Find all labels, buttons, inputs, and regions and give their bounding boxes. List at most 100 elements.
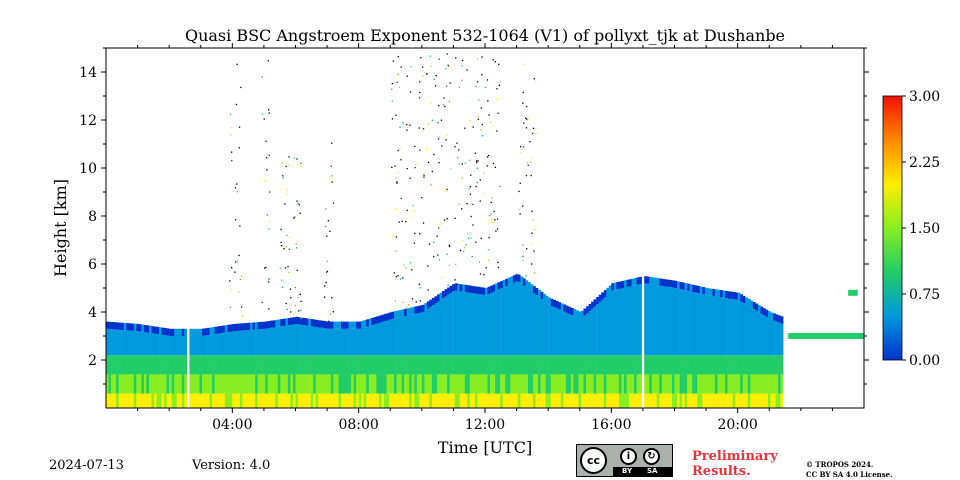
layer-cell [282, 393, 286, 408]
layer-cell [717, 296, 721, 356]
plume-speck [450, 168, 452, 170]
layer-cell [121, 393, 124, 408]
layer-cell [570, 308, 574, 316]
layer-cell [245, 393, 248, 408]
layer-cell [616, 393, 620, 408]
layer-cell [495, 374, 498, 394]
layer-cell [224, 355, 228, 375]
plume-speck [296, 269, 298, 271]
layer-cell [712, 355, 716, 375]
layer-cell [424, 355, 428, 375]
layer-cell [674, 374, 678, 394]
layer-cell [649, 374, 652, 394]
layer-cell [472, 355, 476, 375]
layer-cell [437, 294, 440, 302]
layer-cell [452, 393, 455, 408]
layer-cell [136, 393, 140, 408]
layer-cell [328, 355, 332, 375]
layer-cell [348, 374, 352, 394]
y-tick-label: 4 [88, 305, 97, 321]
plume-speck [286, 234, 288, 236]
layer-cell [229, 331, 233, 356]
plume-speck [532, 219, 534, 221]
plume-speck [406, 75, 408, 77]
copyright-line-1: © TROPOS 2024. [806, 460, 874, 469]
plume-speck [478, 99, 480, 101]
layer-cell [123, 355, 127, 375]
layer-cell [467, 393, 471, 408]
layer-cell [704, 355, 708, 375]
layer-cell [692, 374, 695, 394]
layer-cell [444, 393, 448, 408]
layer-cell [679, 374, 683, 394]
layer-cell [457, 374, 460, 394]
plume-speck [497, 266, 500, 269]
plume-speck [298, 310, 300, 312]
plume-speck [281, 162, 284, 164]
by-person-icon: i [620, 448, 637, 465]
plume-speck [471, 255, 473, 258]
layer-cell [755, 355, 759, 375]
layer-cell [237, 393, 241, 408]
layer-cell [674, 393, 678, 408]
layer-cell [608, 285, 612, 293]
layer-cell [308, 374, 311, 394]
layer-cell [487, 294, 491, 356]
layer-cell [242, 393, 246, 408]
layer-cell [464, 374, 468, 394]
layer-cell [505, 278, 508, 286]
layer-cell [720, 393, 723, 408]
layer-cell [570, 315, 574, 356]
plume-speck [328, 320, 330, 322]
layer-cell [702, 393, 706, 408]
layer-cell [752, 309, 756, 356]
layer-cell [335, 328, 339, 356]
layer-cell [762, 393, 766, 408]
layer-cell [699, 293, 703, 356]
layer-cell [171, 393, 175, 408]
layer-cell [510, 355, 514, 375]
layer-cell [525, 355, 529, 375]
layer-cell [323, 374, 327, 394]
layer-cell [540, 393, 544, 408]
layer-cell [161, 355, 165, 375]
plume-speck [293, 157, 295, 159]
layer-cell [277, 326, 281, 356]
layer-cell [394, 374, 397, 394]
plume-speck [526, 118, 528, 120]
layer-cell [591, 301, 594, 309]
layer-cell [386, 355, 390, 375]
layer-cell [555, 374, 559, 394]
layer-cell [699, 355, 703, 375]
cc-license-badge[interactable]: cc i ↻ BY SA [576, 444, 673, 477]
layer-cell [485, 374, 488, 394]
plume-speck [413, 210, 416, 212]
plume-speck [415, 301, 417, 303]
plume-speck [406, 168, 408, 170]
plume-speck [411, 298, 414, 300]
layer-cell [651, 393, 655, 408]
layer-cell [250, 374, 253, 394]
layer-cell [570, 393, 574, 408]
layer-cell [234, 374, 238, 394]
layer-cell [154, 393, 157, 408]
layer-cell [399, 355, 402, 375]
layer-cell [459, 374, 463, 394]
plume-speck [427, 161, 430, 163]
layer-cell [419, 374, 423, 394]
layer-cell [765, 355, 769, 375]
layer-cell [222, 355, 225, 375]
plume-speck [446, 134, 448, 136]
layer-cell [106, 374, 109, 394]
layer-cell [409, 393, 412, 408]
layer-cell [363, 393, 367, 408]
plume-speck [401, 220, 403, 222]
layer-cell [457, 393, 460, 408]
layer-cell [702, 294, 706, 356]
layer-cell [166, 355, 170, 375]
layer-cell [280, 393, 284, 408]
layer-cell [133, 355, 137, 375]
layer-cell [704, 374, 708, 394]
layer-cell [426, 308, 430, 356]
